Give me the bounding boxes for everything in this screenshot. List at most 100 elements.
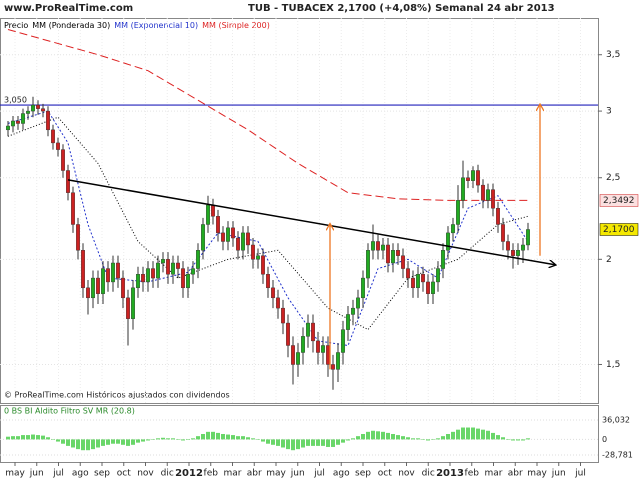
- indicator-bar: [411, 438, 415, 440]
- candle-body: [301, 336, 305, 353]
- candle-body: [321, 345, 325, 353]
- indicator-bar: [171, 438, 175, 440]
- indicator-bar: [406, 437, 410, 440]
- x-tick-label: jul: [52, 469, 64, 479]
- candle-body: [296, 352, 300, 365]
- candle-body: [91, 277, 95, 299]
- indicator-bar: [451, 431, 455, 440]
- indicator-tick-label: 36,032: [602, 415, 630, 424]
- indicator-bar: [141, 439, 145, 442]
- candle-body: [211, 204, 215, 217]
- y-tick-label: 3: [606, 107, 612, 117]
- candle-body: [256, 255, 260, 260]
- candle-body: [61, 149, 65, 171]
- candle-body: [276, 297, 280, 309]
- candle-body: [191, 268, 195, 275]
- indicator-bar: [366, 431, 370, 440]
- x-tick-label: may: [266, 469, 286, 479]
- candle-body: [151, 268, 155, 279]
- candle-body: [481, 184, 485, 201]
- indicator-bar: [291, 439, 295, 451]
- y-tick-label: 1,5: [606, 360, 620, 370]
- indicator-bar: [516, 439, 520, 441]
- indicator-bar: [101, 439, 105, 446]
- indicator-bar: [311, 439, 315, 446]
- indicator-bar: [321, 439, 325, 446]
- candle-body: [176, 262, 180, 269]
- candle-body: [351, 307, 355, 315]
- indicator-bar: [6, 436, 10, 440]
- indicator-bar: [316, 439, 320, 446]
- indicator-bar: [331, 439, 335, 447]
- indicator-bar: [131, 439, 135, 445]
- indicator-bar: [351, 438, 355, 440]
- indicator-bar: [511, 439, 515, 441]
- candle-body: [391, 250, 395, 264]
- indicator-bar: [266, 439, 270, 444]
- candle-body: [406, 268, 410, 279]
- indicator-bar: [396, 435, 400, 440]
- candle-body: [331, 364, 335, 370]
- candle-body: [71, 192, 75, 225]
- indicator-bar: [221, 434, 225, 440]
- indicator-bar: [341, 439, 345, 443]
- x-tick-label: ago: [333, 469, 350, 479]
- footer: © ProRealTime.com Históricos ajustados c…: [4, 390, 230, 400]
- legend: Precio MM (Ponderada 30) MM (Exponencial 1…: [4, 21, 270, 30]
- candle-body: [521, 244, 525, 251]
- candle-body: [491, 189, 495, 209]
- candle-body: [106, 268, 110, 283]
- indicator-bar: [71, 439, 75, 448]
- candle-body: [461, 177, 465, 201]
- candle-body: [361, 277, 365, 299]
- price-frame: [0, 18, 599, 404]
- candle-body: [411, 277, 415, 289]
- legend-entry: MM (Ponderada 30): [32, 21, 110, 30]
- indicator-bar: [336, 439, 340, 445]
- candle-body: [66, 170, 70, 193]
- candle-body: [221, 232, 225, 242]
- indicator-bar: [161, 437, 165, 440]
- candle-body: [236, 237, 240, 251]
- indicator-bar: [286, 439, 290, 450]
- candle-body: [456, 200, 460, 225]
- candle-body: [326, 345, 330, 365]
- candle-body: [251, 244, 255, 260]
- indicator-bar: [386, 432, 390, 440]
- candle-body: [316, 340, 320, 353]
- x-tick-label: jun: [29, 469, 44, 479]
- indicator-bar: [26, 435, 30, 440]
- candle-body: [26, 110, 30, 114]
- x-tick-label: jul: [574, 469, 586, 479]
- candle-body: [36, 104, 40, 109]
- indicator-bar: [211, 431, 215, 440]
- x-tick-label: abr: [247, 469, 262, 479]
- indicator-bar: [231, 435, 235, 440]
- candle-body: [46, 110, 50, 131]
- indicator-bar: [501, 437, 505, 440]
- y-tick-label: 2,5: [606, 173, 620, 183]
- indicator-bar: [361, 434, 365, 440]
- indicator-bar: [51, 439, 55, 440]
- candle-body: [21, 113, 25, 124]
- x-tick-label: jul: [313, 469, 325, 479]
- indicator-bar: [496, 435, 500, 440]
- indicator-tick-label: 0: [602, 435, 607, 444]
- candle-body: [476, 170, 480, 186]
- indicator-bar: [346, 439, 350, 441]
- x-tick-label: sep: [355, 469, 371, 479]
- indicator-bar: [256, 439, 260, 440]
- indicator-bar: [16, 436, 20, 440]
- candle-body: [76, 224, 80, 251]
- indicator-bar: [476, 428, 480, 440]
- horizontal-line-label: 3,050: [4, 96, 27, 105]
- candle-body: [201, 224, 205, 251]
- candle-body: [86, 287, 90, 299]
- candle-body: [166, 259, 170, 275]
- indicator-bar: [461, 427, 465, 440]
- indicator-bar: [426, 439, 430, 441]
- indicator-bar: [421, 439, 425, 440]
- candle-body: [41, 108, 45, 112]
- indicator-bar: [181, 439, 185, 441]
- candle-body: [311, 322, 315, 342]
